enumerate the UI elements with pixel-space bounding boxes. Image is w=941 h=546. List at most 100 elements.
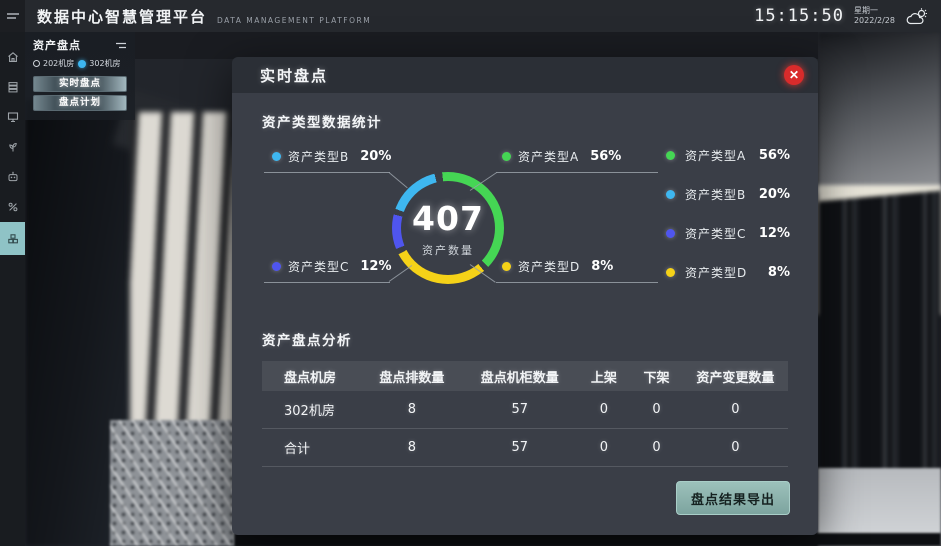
app-subtitle: DATA MANAGEMENT PLATFORM	[217, 15, 372, 25]
sidebar-item-racks[interactable]	[0, 72, 25, 102]
legend-item-b: 资产类型B 20%	[666, 186, 790, 203]
callout-type-b: 资产类型B 20%	[272, 148, 391, 165]
asset-inventory-panel: 资产盘点 202机房 302机房 实时盘点 盘点计划	[25, 32, 135, 120]
panel-title: 资产盘点	[33, 39, 81, 52]
table-cell: 0	[652, 440, 661, 455]
callout-line	[496, 172, 658, 173]
callout-pct: 20%	[360, 149, 392, 164]
sidebar-item-monitor[interactable]	[0, 102, 25, 132]
column-header: 上架	[590, 370, 617, 386]
legend-dot	[666, 268, 675, 277]
sidebar-item-robot[interactable]	[0, 162, 25, 192]
callout-type-a: 资产类型A 56%	[502, 148, 621, 165]
date-label: 2022/2/28	[853, 16, 895, 25]
brand: 数据中心智慧管理平台 DATA MANAGEMENT PLATFORM	[37, 6, 371, 27]
sidebar-item-assets[interactable]	[0, 222, 25, 255]
stats-section-title: 资产类型数据统计	[262, 115, 382, 131]
monitor-icon	[7, 112, 18, 123]
rack-row-photo-right	[818, 190, 941, 502]
radio-label: 302机房	[89, 59, 121, 68]
grated-floor-photo	[110, 420, 235, 546]
rack-row-photo-left	[130, 112, 234, 447]
sidebar-item-environment[interactable]	[0, 132, 25, 162]
type-d-dot	[502, 262, 511, 271]
top-bar: 数据中心智慧管理平台 DATA MANAGEMENT PLATFORM 15:1…	[0, 0, 941, 32]
legend-name: 资产类型B	[685, 188, 747, 202]
ceiling-photo-right	[818, 32, 941, 194]
legend-dot	[666, 229, 675, 238]
table-cell: 合计	[284, 442, 311, 457]
scene-bottom-strip	[235, 533, 941, 546]
asset-count-label: 资产数量	[422, 243, 474, 257]
column-header: 资产变更数量	[696, 370, 775, 386]
type-c-dot	[272, 262, 281, 271]
table-cell: 0	[599, 440, 609, 455]
legend-pct: 56%	[758, 148, 790, 163]
clock: 15:15:50	[754, 6, 844, 26]
table-cell: 0	[731, 402, 740, 417]
inventory-table: 盘点机房 盘点排数量 盘点机柜数量 上架 下架 资产变更数量 302机房 8 5…	[262, 361, 788, 467]
table-cell: 8	[407, 440, 417, 455]
callout-line	[264, 282, 390, 283]
radio-label: 202机房	[43, 59, 75, 68]
analysis-section-title: 资产盘点分析	[262, 333, 352, 349]
realtime-inventory-button[interactable]: 实时盘点	[33, 76, 127, 92]
plant-icon	[8, 142, 17, 152]
asset-count-value: 407	[412, 198, 484, 238]
export-results-button[interactable]: 盘点结果导出	[676, 481, 790, 515]
radio-circle-icon	[33, 60, 40, 67]
robot-icon	[8, 171, 17, 182]
legend-pct: 8%	[767, 265, 790, 280]
sidebar-item-home[interactable]	[0, 42, 25, 72]
home-icon	[7, 52, 18, 62]
weekday-label: 星期一	[853, 6, 878, 16]
table-cell: 57	[511, 402, 528, 417]
callout-name: 资产类型C	[288, 260, 350, 274]
radio-room-202[interactable]: 202机房	[33, 58, 74, 69]
column-header: 盘点机柜数量	[480, 370, 559, 386]
column-header: 盘点排数量	[379, 370, 445, 386]
hamburger-icon	[6, 13, 19, 19]
radio-room-302[interactable]: 302机房	[78, 58, 121, 69]
callout-line	[388, 172, 408, 189]
callout-pct: 8%	[591, 259, 614, 274]
gauge-icon	[8, 202, 17, 212]
table-cell: 0	[599, 402, 609, 417]
asset-type-donut-chart: 407 资产数量 资产类型B 20% 资产类型A 56% 资	[262, 137, 790, 319]
legend-dot	[666, 190, 675, 199]
legend-pct: 20%	[758, 187, 790, 202]
callout-name: 资产类型D	[518, 260, 581, 274]
app-title: 数据中心智慧管理平台	[37, 7, 208, 26]
icon-sidebar	[0, 32, 25, 546]
sidebar-item-metrics[interactable]	[0, 192, 25, 222]
table-cell: 302机房	[284, 404, 335, 419]
menu-button[interactable]	[0, 0, 25, 32]
legend-dot	[666, 151, 675, 160]
table-cell: 0	[652, 402, 661, 417]
table-row: 302机房 8 57 0 0 0	[262, 391, 788, 429]
close-button[interactable]: ✕	[784, 65, 804, 85]
table-cell: 8	[407, 402, 417, 417]
inventory-plan-button[interactable]: 盘点计划	[33, 95, 127, 111]
table-header-row: 盘点机房 盘点排数量 盘点机柜数量 上架 下架 资产变更数量	[262, 361, 788, 391]
table-row-total: 合计 8 57 0 0 0	[262, 429, 788, 467]
callout-name: 资产类型B	[288, 150, 350, 164]
callout-pct: 12%	[360, 259, 392, 274]
callout-type-d: 资产类型D 8%	[502, 258, 613, 275]
asset-box-icon	[7, 233, 18, 243]
callout-line	[388, 265, 413, 282]
donut-ring: 407 资产数量	[392, 172, 504, 284]
modal-body: 资产类型数据统计 407 资产数量 资产类型B 20% 资产	[232, 93, 818, 535]
menu-lines-icon[interactable]	[115, 41, 127, 50]
column-header: 下架	[643, 370, 670, 386]
radio-dot-icon	[78, 59, 87, 68]
callout-type-c: 资产类型C 12%	[272, 258, 392, 275]
scene-top-strip	[135, 32, 818, 59]
type-b-dot	[272, 152, 281, 161]
header-right: 15:15:50 星期一 2022/2/28	[754, 6, 941, 26]
realtime-inventory-modal: 实时盘点 ✕ 资产类型数据统计 407 资产数量 资产类型B 20%	[232, 57, 818, 535]
type-a-dot	[502, 152, 511, 161]
legend-name: 资产类型C	[685, 227, 747, 241]
legend-pct: 12%	[758, 226, 790, 241]
